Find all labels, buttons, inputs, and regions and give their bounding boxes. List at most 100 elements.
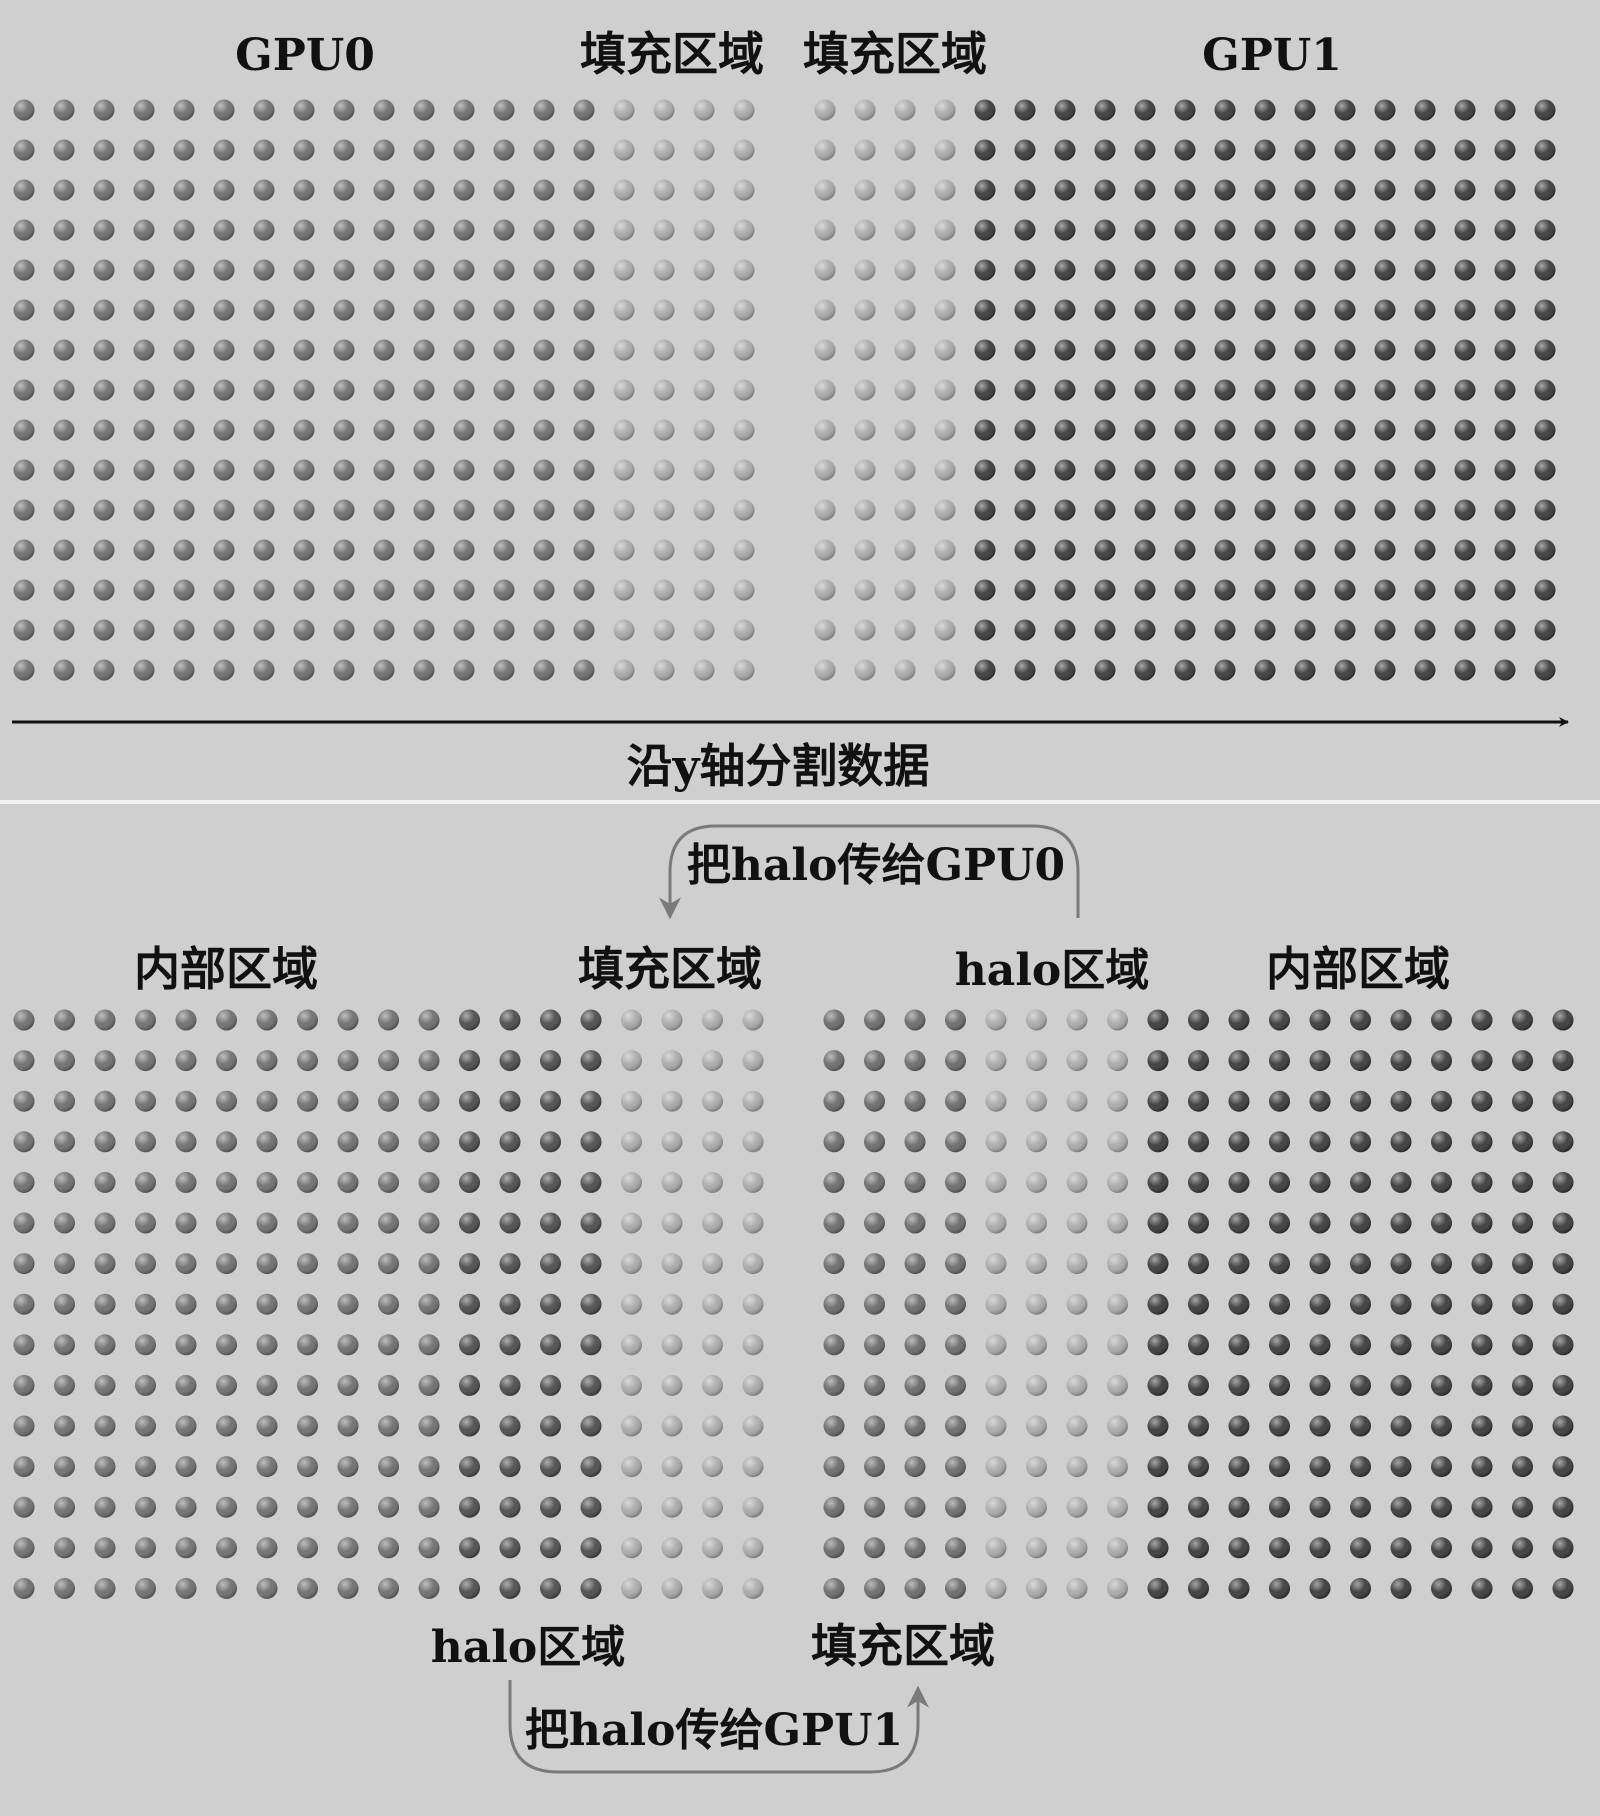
gpu0-interior-dot-shading (337, 1537, 359, 1559)
pad-dot-shading (693, 179, 715, 201)
gpu1-data-dot-shading (1294, 179, 1316, 201)
gpu1-data-dot-shading (1414, 459, 1436, 481)
gpu1-interior-dot-shading (1228, 1456, 1250, 1478)
gpu0-data-dot-shading (453, 419, 475, 441)
gpu0-data-dot-shading (213, 579, 235, 601)
gpu1-data-dot-shading (1494, 619, 1516, 641)
pad-dot-shading (985, 1171, 1007, 1193)
gpu0-halo-dot-shading (459, 1171, 480, 1193)
gpu0-interior-dot-shading (378, 1374, 399, 1396)
gpu1-interior-dot-shading (1512, 1212, 1533, 1234)
pad-dot-shading (661, 1456, 683, 1478)
gpu0-interior-dot-shading (135, 1009, 156, 1031)
gpu0-interior-dot-shading (337, 1415, 359, 1437)
gpu1-interior-dot-shading (1188, 1131, 1209, 1153)
gpu1-interior-dot-shading (1269, 1050, 1290, 1072)
gpu0-interior-dot-shading (54, 1537, 75, 1559)
gpu0-data-dot-shading (533, 219, 555, 241)
gpu1-halo-dot-shading (823, 1009, 845, 1031)
pad-dot-shading (814, 419, 836, 441)
gpu1-data-dot-shading (1294, 419, 1316, 441)
gpu1-data-dot-shading (1294, 619, 1316, 641)
gpu0-halo-dot-shading (580, 1374, 602, 1396)
gpu1-data-dot-shading (1534, 659, 1556, 681)
pad-dot-shading (985, 1537, 1007, 1559)
pad-dot-shading (1026, 1293, 1047, 1315)
pad-dot-shading (733, 219, 755, 241)
gpu0-halo-dot-shading (499, 1537, 521, 1559)
pad-dot-shading (1066, 1171, 1088, 1193)
gpu0-interior-dot-shading (337, 1293, 359, 1315)
gpu0-halo-dot-shading (499, 1577, 521, 1599)
gpu0-data-dot-shading (53, 179, 75, 201)
gpu0-data-dot-shading (173, 459, 195, 481)
gpu1-data-dot-shading (1094, 379, 1116, 401)
gpu1-interior-dot-shading (1471, 1293, 1493, 1315)
gpu0-interior-dot-shading (94, 1090, 116, 1112)
gpu1-data-dot-shading (1174, 419, 1196, 441)
gpu0-data-dot-shading (413, 579, 435, 601)
gpu1-interior-dot-shading (1228, 1212, 1250, 1234)
pad-dot-shading (653, 459, 675, 481)
gpu1-interior-dot-shading (1309, 1293, 1331, 1315)
gpu0-halo-dot-shading (540, 1577, 561, 1599)
gpu0-interior-dot-shading (135, 1212, 156, 1234)
gpu1-interior-dot-shading (1390, 1415, 1412, 1437)
gpu0-data-dot-shading (573, 579, 595, 601)
gpu1-data-dot-shading (1374, 419, 1396, 441)
gpu0-interior-dot-shading (297, 1293, 318, 1315)
gpu0-data-dot-shading (493, 139, 515, 161)
pad-dot-shading (985, 1131, 1007, 1153)
gpu1-data-dot-shading (1214, 539, 1236, 561)
pad-dot-shading (814, 219, 836, 241)
gpu0-data-dot-shading (93, 659, 115, 681)
gpu0-data-dot-shading (213, 139, 235, 161)
gpu0-interior-dot-shading (13, 1496, 35, 1518)
pad-dot-shading (742, 1131, 764, 1153)
gpu1-data-dot-shading (1414, 379, 1436, 401)
gpu0-interior-dot-shading (94, 1050, 116, 1072)
gpu0-data-dot-shading (413, 539, 435, 561)
gpu1-interior-dot-shading (1512, 1577, 1533, 1599)
gpu1-data-dot-shading (1214, 139, 1236, 161)
gpu1-data-dot-shading (1454, 619, 1476, 641)
gpu0-data-dot-shading (293, 659, 315, 681)
gpu1-interior-dot-shading (1512, 1131, 1533, 1153)
gpu0-interior-dot-shading (13, 1456, 35, 1478)
pad-dot-shading (1066, 1050, 1088, 1072)
gpu1-interior-dot-shading (1228, 1050, 1250, 1072)
gpu0-interior-dot-shading (135, 1496, 156, 1518)
gpu0-data-dot-shading (533, 379, 555, 401)
gpu0-interior-dot-shading (94, 1293, 116, 1315)
gpu1-interior-dot-shading (1147, 1577, 1169, 1599)
gpu1-data-dot-shading (1094, 579, 1116, 601)
gpu0-interior-dot-shading (256, 1537, 278, 1559)
gpu0-interior-dot-shading (94, 1537, 116, 1559)
pad-dot-shading (1026, 1171, 1047, 1193)
gpu0-data-dot-shading (573, 139, 595, 161)
gpu1-halo-dot-shading (864, 1009, 885, 1031)
gpu1-halo-dot-shading (864, 1334, 885, 1356)
gpu1-interior-dot-shading (1269, 1253, 1290, 1275)
gpu1-data-dot-shading (1414, 339, 1436, 361)
gpu0-data-dot-shading (493, 259, 515, 281)
gpu1-data-dot-shading (1534, 219, 1556, 241)
gpu1-interior-dot-shading (1471, 1496, 1493, 1518)
gpu0-interior-dot-shading (337, 1212, 359, 1234)
gpu1-interior-dot-shading (1512, 1496, 1533, 1518)
gpu0-interior-dot-shading (256, 1131, 278, 1153)
gpu1-interior-dot-shading (1512, 1537, 1533, 1559)
pad-dot-shading (814, 459, 836, 481)
gpu1-data-dot-shading (1374, 459, 1396, 481)
gpu0-data-dot-shading (333, 379, 355, 401)
gpu1-data-dot-shading (1054, 659, 1076, 681)
gpu1-interior-dot-shading (1309, 1456, 1331, 1478)
gpu1-interior-dot-shading (1188, 1334, 1209, 1356)
gpu0-data-dot-shading (253, 99, 275, 121)
gpu0-data-dot-shading (413, 179, 435, 201)
gpu1-halo-dot-shading (945, 1212, 966, 1234)
gpu1-data-dot-shading (1374, 379, 1396, 401)
gpu0-halo-dot-shading (499, 1415, 521, 1437)
gpu1-data-dot-shading (1054, 339, 1076, 361)
gpu1-interior-dot-shading (1309, 1415, 1331, 1437)
